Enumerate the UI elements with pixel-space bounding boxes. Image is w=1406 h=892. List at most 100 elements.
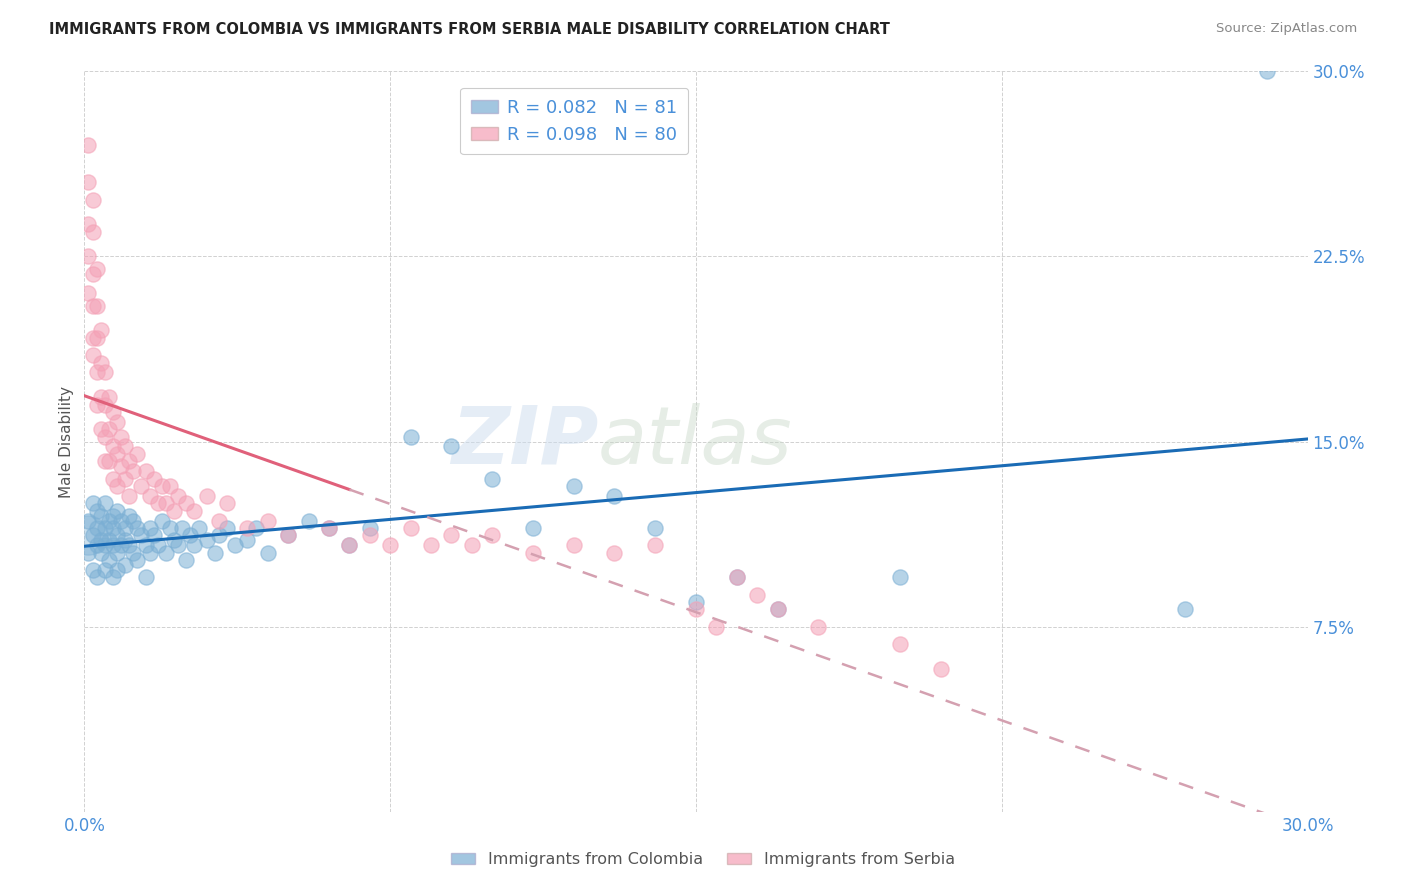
Point xyxy=(114,558,136,572)
Point xyxy=(90,355,112,369)
Point xyxy=(127,521,149,535)
Point xyxy=(208,514,231,528)
Point xyxy=(97,454,120,468)
Point xyxy=(208,528,231,542)
Point xyxy=(298,514,321,528)
Point xyxy=(481,528,503,542)
Point xyxy=(82,496,104,510)
Point xyxy=(105,528,128,542)
Point xyxy=(90,390,112,404)
Point xyxy=(77,514,100,528)
Point xyxy=(110,538,132,552)
Point xyxy=(142,528,165,542)
Point xyxy=(217,496,239,510)
Point xyxy=(77,528,100,542)
Point xyxy=(195,533,218,548)
Point xyxy=(257,514,280,528)
Point xyxy=(101,405,124,419)
Point xyxy=(135,538,157,552)
Point xyxy=(217,521,239,535)
Point xyxy=(122,546,145,560)
Point xyxy=(101,508,124,523)
Point xyxy=(644,521,666,535)
Point xyxy=(159,521,181,535)
Point xyxy=(644,538,666,552)
Point xyxy=(86,398,108,412)
Point xyxy=(167,489,190,503)
Point xyxy=(82,348,104,362)
Point xyxy=(118,538,141,552)
Point xyxy=(105,415,128,429)
Point xyxy=(725,570,748,584)
Point xyxy=(93,521,115,535)
Point xyxy=(562,479,585,493)
Point xyxy=(105,503,128,517)
Point xyxy=(174,553,197,567)
Point xyxy=(77,218,100,232)
Point xyxy=(101,440,124,454)
Point xyxy=(461,538,484,552)
Point xyxy=(101,521,124,535)
Point xyxy=(236,521,259,535)
Point xyxy=(174,496,197,510)
Point xyxy=(603,489,626,503)
Point xyxy=(318,521,340,535)
Point xyxy=(163,533,186,548)
Point xyxy=(204,546,226,560)
Point xyxy=(86,538,108,552)
Point xyxy=(122,514,145,528)
Point xyxy=(77,546,100,560)
Point xyxy=(747,588,769,602)
Point xyxy=(90,533,112,548)
Point xyxy=(929,662,952,676)
Point xyxy=(138,521,160,535)
Point xyxy=(440,440,463,454)
Point xyxy=(131,528,153,542)
Point xyxy=(82,528,104,542)
Point xyxy=(118,489,141,503)
Point xyxy=(187,521,209,535)
Point xyxy=(236,533,259,548)
Point xyxy=(82,267,104,281)
Point xyxy=(167,538,190,552)
Point xyxy=(155,546,177,560)
Point xyxy=(179,528,201,542)
Text: atlas: atlas xyxy=(598,402,793,481)
Point xyxy=(257,546,280,560)
Point xyxy=(150,514,173,528)
Point xyxy=(146,538,169,552)
Point xyxy=(339,538,361,552)
Point xyxy=(77,286,100,301)
Point xyxy=(183,503,205,517)
Text: IMMIGRANTS FROM COLOMBIA VS IMMIGRANTS FROM SERBIA MALE DISABILITY CORRELATION C: IMMIGRANTS FROM COLOMBIA VS IMMIGRANTS F… xyxy=(49,22,890,37)
Point xyxy=(603,546,626,560)
Legend: R = 0.082   N = 81, R = 0.098   N = 80: R = 0.082 N = 81, R = 0.098 N = 80 xyxy=(460,87,689,154)
Point xyxy=(399,521,422,535)
Point xyxy=(766,602,789,616)
Point xyxy=(146,496,169,510)
Point xyxy=(86,261,108,276)
Point xyxy=(142,471,165,485)
Point xyxy=(420,538,443,552)
Point xyxy=(155,496,177,510)
Point xyxy=(105,546,128,560)
Point xyxy=(807,619,830,633)
Point xyxy=(318,521,340,535)
Point xyxy=(766,602,789,616)
Point xyxy=(114,471,136,485)
Point xyxy=(110,459,132,474)
Point xyxy=(93,429,115,443)
Point xyxy=(150,479,173,493)
Point xyxy=(77,175,100,190)
Point xyxy=(159,479,181,493)
Point xyxy=(86,521,108,535)
Point xyxy=(90,422,112,436)
Point xyxy=(86,570,108,584)
Point xyxy=(101,570,124,584)
Point xyxy=(97,533,120,548)
Point xyxy=(86,331,108,345)
Point xyxy=(93,366,115,380)
Point xyxy=(138,489,160,503)
Point xyxy=(131,479,153,493)
Point xyxy=(135,464,157,478)
